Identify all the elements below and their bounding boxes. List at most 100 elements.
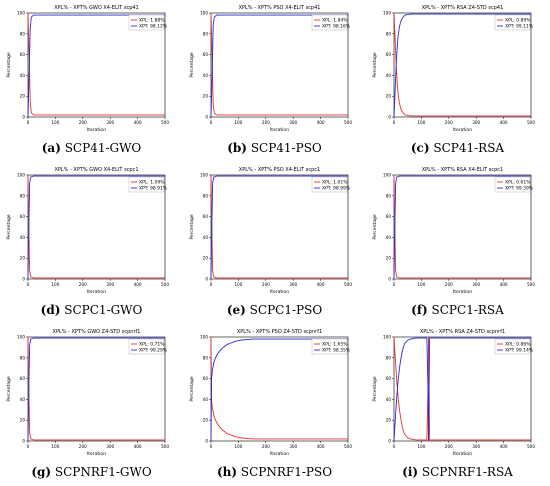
legend <box>311 14 348 31</box>
caption-letter: (a) <box>41 141 61 155</box>
x-tick-label: 200 <box>262 444 270 449</box>
subfigure-caption: (i) SCPNRF1-RSA <box>366 465 549 479</box>
x-tick-label: 200 <box>79 444 87 449</box>
y-tick-label: 60 <box>203 376 209 381</box>
y-tick-label: 60 <box>20 376 26 381</box>
x-tick-label: 0 <box>27 444 30 449</box>
series-line-xpt <box>393 13 531 118</box>
caption-text: SCP41-RSA <box>433 141 505 155</box>
plot-area <box>210 336 349 442</box>
x-tick-label: 100 <box>234 444 242 449</box>
y-tick-label: 80 <box>20 193 26 198</box>
y-tick-label: 40 <box>203 397 209 402</box>
series-line-xpt <box>210 175 348 280</box>
chart-panel: XPL% - XPT% RSA Z4-STD scp41 0 20 40 60 80 100… <box>366 0 549 162</box>
plot-area <box>27 12 166 118</box>
y-tick-label: 20 <box>203 94 209 99</box>
x-tick-label: 0 <box>27 282 30 287</box>
x-tick-label: 400 <box>317 444 325 449</box>
legend-label: XPL: 1.01% <box>322 180 348 186</box>
y-tick-label: 60 <box>20 214 26 219</box>
legend <box>128 14 165 31</box>
y-tick-label: 100 <box>383 335 391 340</box>
plot-area <box>27 174 166 280</box>
y-tick-label: 80 <box>386 31 392 36</box>
x-tick-label: 0 <box>210 282 213 287</box>
plot-area <box>27 336 166 442</box>
x-axis-label: Iteration <box>87 451 106 457</box>
x-tick-label: 0 <box>393 120 396 125</box>
y-tick-label: 60 <box>386 214 392 219</box>
x-axis-label: Iteration <box>453 127 472 133</box>
x-tick-label: 500 <box>161 444 169 449</box>
y-tick-label: 40 <box>20 235 26 240</box>
x-tick-label: 500 <box>527 120 535 125</box>
x-tick-label: 300 <box>106 444 114 449</box>
x-tick-label: 300 <box>289 282 297 287</box>
x-axis-label: Iteration <box>87 289 106 295</box>
y-tick-label: 60 <box>203 52 209 57</box>
y-axis-label: Percentage <box>189 214 195 240</box>
chart-title: XPL% - XPT% GWO X4-ELIT scpc1 <box>54 167 138 173</box>
caption-text: SCP41-PSO <box>250 141 322 155</box>
x-tick-label: 300 <box>472 120 480 125</box>
x-axis-label: Iteration <box>453 451 472 457</box>
y-tick-label: 40 <box>20 73 26 78</box>
y-tick-label: 20 <box>20 418 26 423</box>
line-chart: XPL% - XPT% GWO Z4-STD scpnrf1 0 20 40 60 80 1… <box>6 329 169 457</box>
chart-panel: XPL% - XPT% RSA X4-ELIT scpc1 0 20 40 60 80 10… <box>366 162 549 324</box>
caption-text: SCPC1-PSO <box>249 303 323 317</box>
chart-title: XPL% - XPT% RSA Z4-STD scp41 <box>422 5 504 11</box>
x-axis-label: Iteration <box>87 127 106 133</box>
y-axis-label: Percentage <box>6 376 12 402</box>
caption-text: SCP41-GWO <box>64 141 142 155</box>
legend <box>311 176 348 193</box>
chart-panel: XPL% - XPT% GWO X4-ELIT scpc1 0 20 40 60 80 10… <box>0 162 183 324</box>
legend-label: XPT: 99.29% <box>139 348 168 354</box>
chart-title: XPL% - XPT% RSA X4-ELIT scpc1 <box>422 167 503 173</box>
y-tick-label: 100 <box>17 11 25 16</box>
caption-letter: (h) <box>216 465 238 479</box>
y-tick-label: 20 <box>20 256 26 261</box>
chart-panel: XPL% - XPT% PSO Z4-STD scpnrf1 0 20 40 60 80 1… <box>183 324 366 486</box>
x-tick-label: 300 <box>289 120 297 125</box>
legend <box>128 176 165 193</box>
series-line-xpt <box>27 337 165 442</box>
y-tick-label: 100 <box>383 11 391 16</box>
legend-label: XPT: 99.11% <box>505 24 534 30</box>
y-axis-label: Percentage <box>372 376 378 402</box>
y-axis-label: Percentage <box>6 214 12 240</box>
y-tick-label: 40 <box>386 235 392 240</box>
x-tick-label: 400 <box>317 282 325 287</box>
y-tick-label: 0 <box>388 115 391 120</box>
y-tick-label: 0 <box>205 439 208 444</box>
x-tick-label: 200 <box>262 120 270 125</box>
y-tick-label: 0 <box>205 115 208 120</box>
y-tick-label: 80 <box>386 355 392 360</box>
line-chart: XPL% - XPT% GWO X4-ELIT scp41 0 20 40 60 80 10… <box>6 5 169 133</box>
caption-text: SCPNRF1-GWO <box>54 465 152 479</box>
caption-letter: (f) <box>411 303 428 317</box>
legend-label: XPL: 0.71% <box>139 342 165 348</box>
series-line-xpl <box>210 336 348 440</box>
x-tick-label: 500 <box>344 120 352 125</box>
caption-letter: (g) <box>31 465 52 479</box>
x-tick-label: 500 <box>527 444 535 449</box>
line-chart: XPL% - XPT% RSA X4-ELIT scpc1 0 20 40 60 80 10… <box>372 167 535 295</box>
x-tick-label: 500 <box>344 282 352 287</box>
y-tick-label: 60 <box>203 214 209 219</box>
legend-label: XPT: 98.12% <box>139 24 168 30</box>
plot-area <box>393 12 532 118</box>
subfigure-caption: (b) SCP41-PSO <box>183 141 366 155</box>
series-line-xpl <box>210 12 348 116</box>
x-tick-label: 400 <box>500 444 508 449</box>
y-tick-label: 40 <box>386 73 392 78</box>
plot-area <box>393 174 532 280</box>
x-tick-label: 400 <box>500 282 508 287</box>
x-tick-label: 500 <box>527 282 535 287</box>
y-tick-label: 80 <box>203 193 209 198</box>
y-tick-label: 20 <box>20 94 26 99</box>
y-tick-label: 40 <box>203 235 209 240</box>
caption-letter: (c) <box>410 141 430 155</box>
y-tick-label: 0 <box>22 277 25 282</box>
